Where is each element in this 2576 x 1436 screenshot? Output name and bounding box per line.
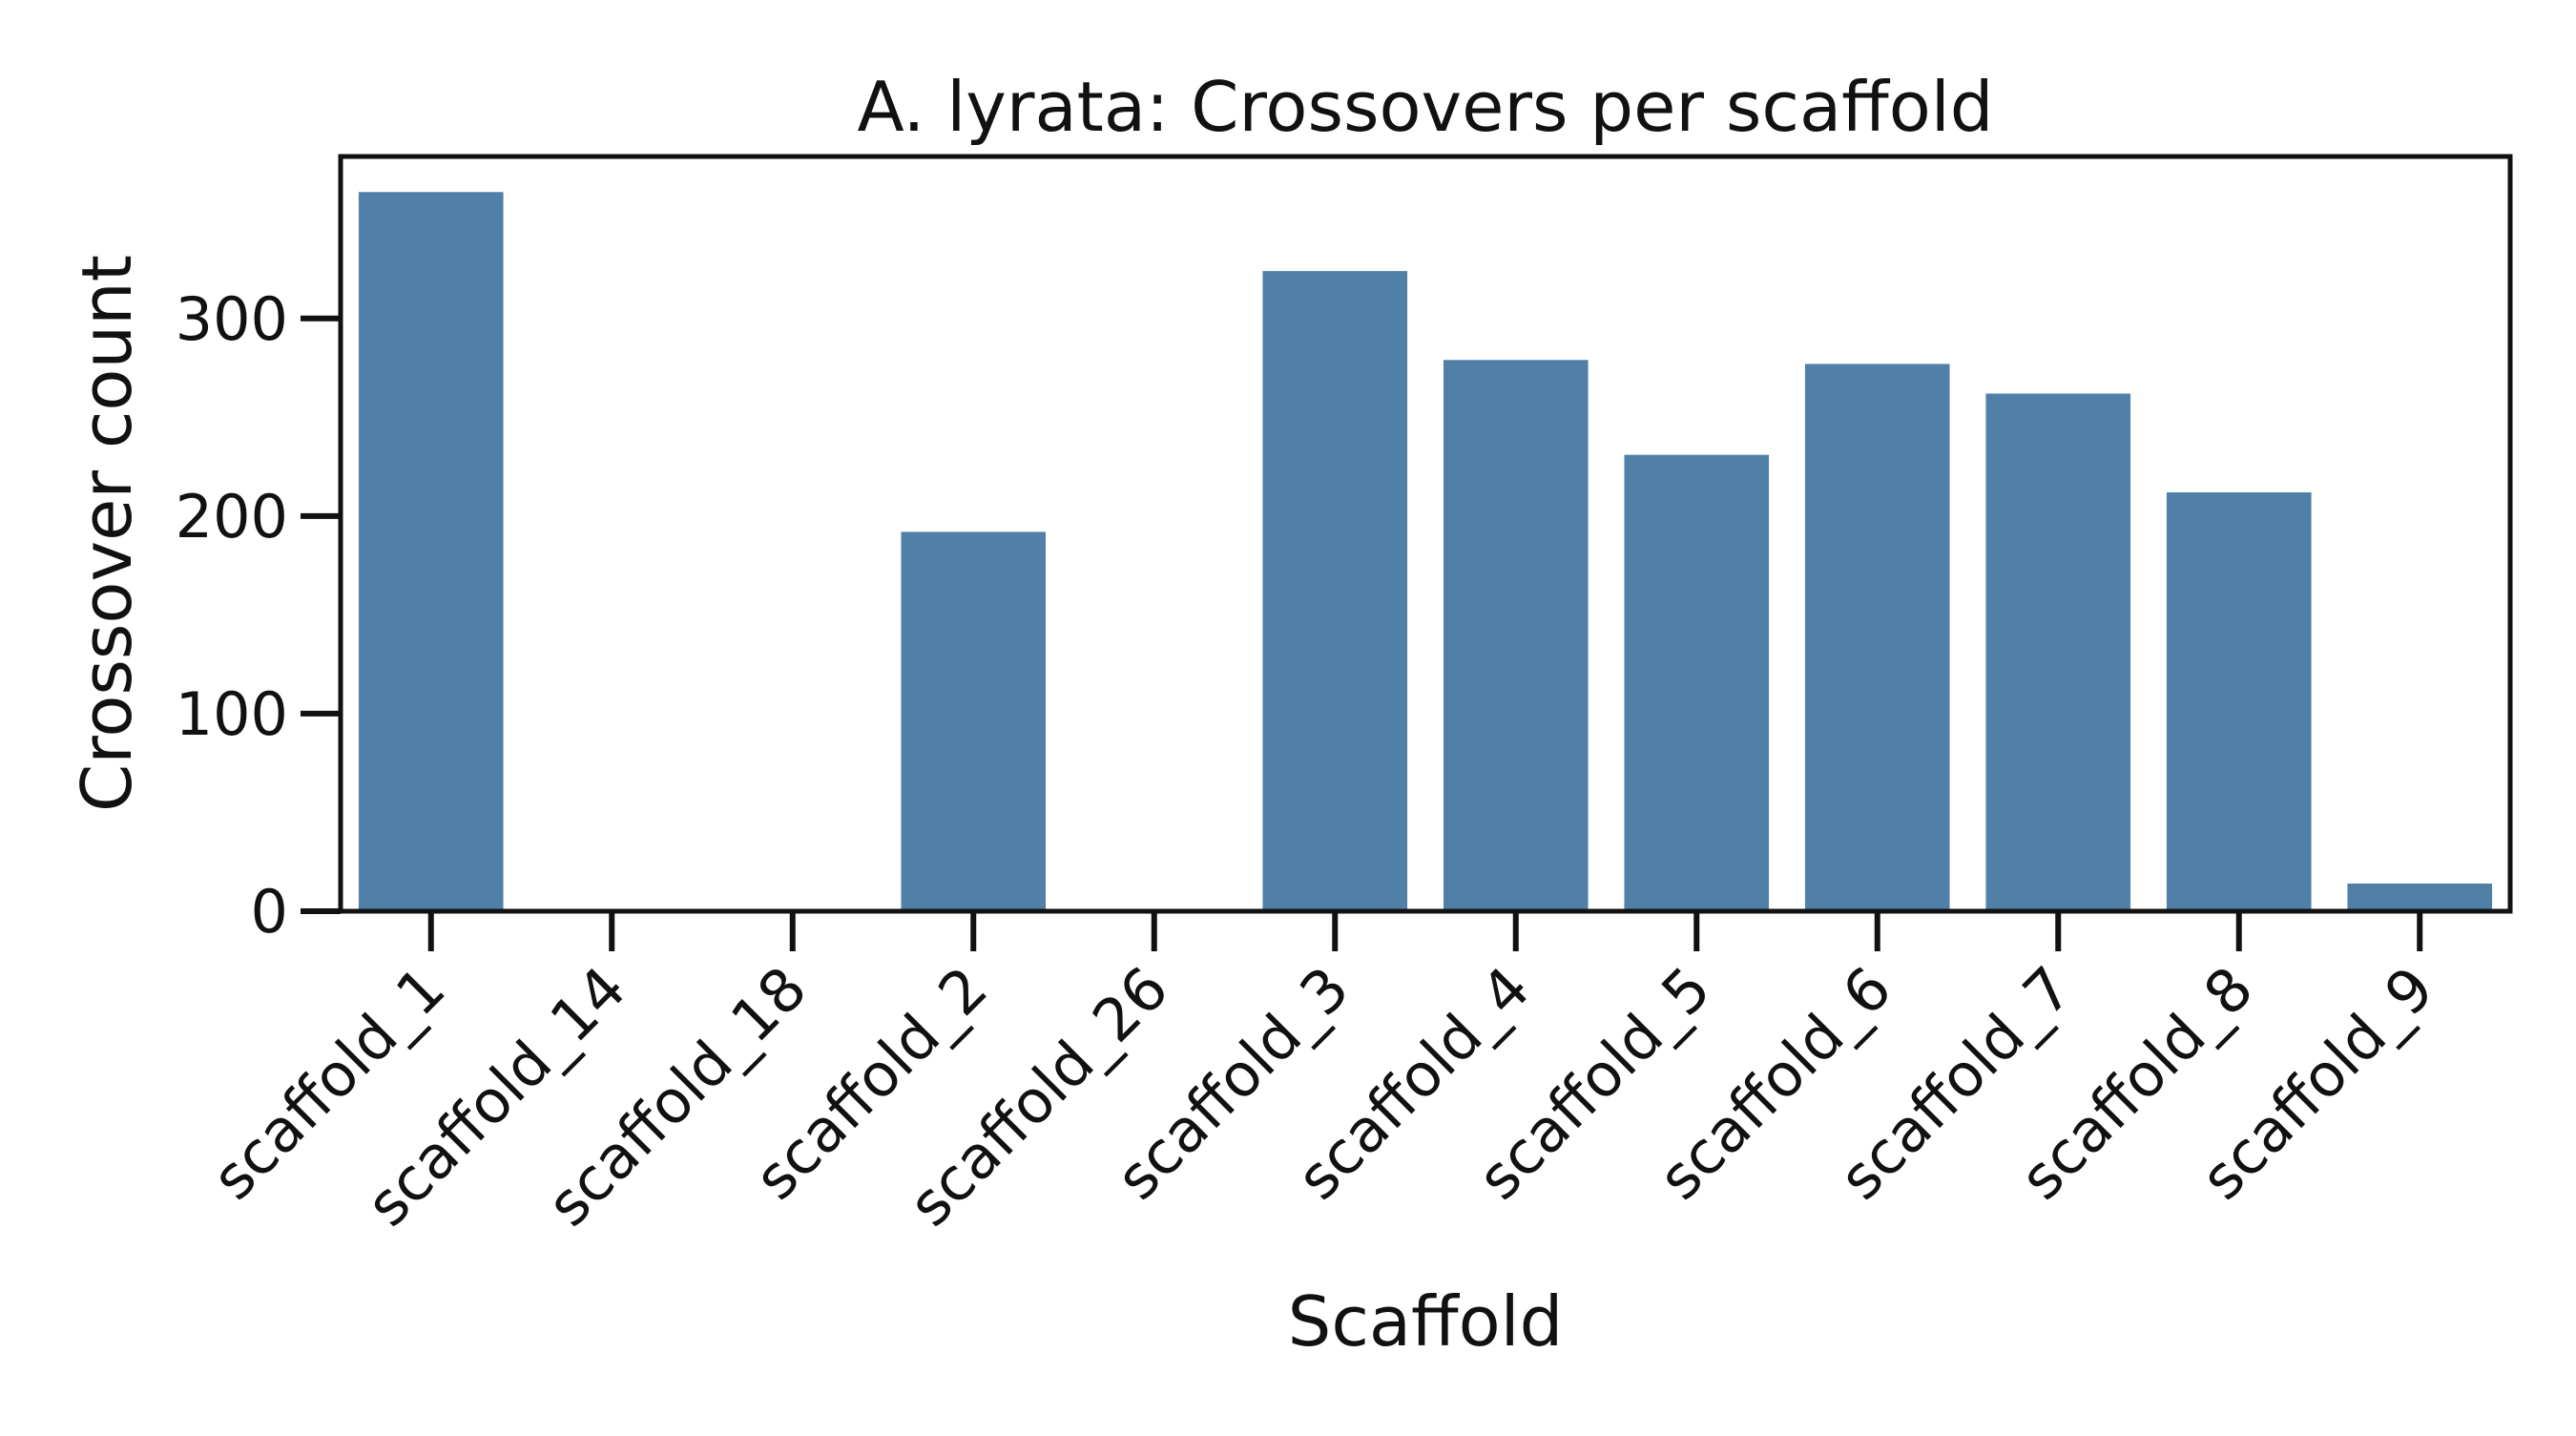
- y-tick-label: 200: [176, 482, 288, 552]
- x-axis-label: Scaffold: [1288, 1281, 1564, 1362]
- bars-group: [358, 192, 2493, 912]
- bar-scaffold_5: [1624, 454, 1770, 911]
- bar-scaffold_2: [901, 531, 1047, 911]
- y-ticks-group: 0 100 200 300: [176, 284, 341, 947]
- y-tick-label: 100: [176, 679, 288, 749]
- bar-scaffold_9: [2347, 884, 2493, 911]
- bar-scaffold_4: [1443, 360, 1589, 911]
- bar-scaffold_6: [1804, 364, 1950, 911]
- bar-scaffold_7: [1985, 393, 2131, 912]
- plot-frame: [338, 154, 2513, 914]
- bar-scaffold_1: [358, 192, 504, 911]
- y-axis-label: Crossover count: [67, 255, 147, 812]
- bar-scaffold_8: [2166, 492, 2312, 911]
- bar-scaffold_3: [1262, 271, 1408, 912]
- y-tick-label: 300: [176, 284, 288, 354]
- x-ticks-group: scaffold_1scaffold_14scaffold_18scaffold…: [198, 911, 2447, 1239]
- chart-title: A. lyrata: Crossovers per scaffold: [858, 67, 1994, 147]
- y-tick-label: 0: [251, 877, 288, 947]
